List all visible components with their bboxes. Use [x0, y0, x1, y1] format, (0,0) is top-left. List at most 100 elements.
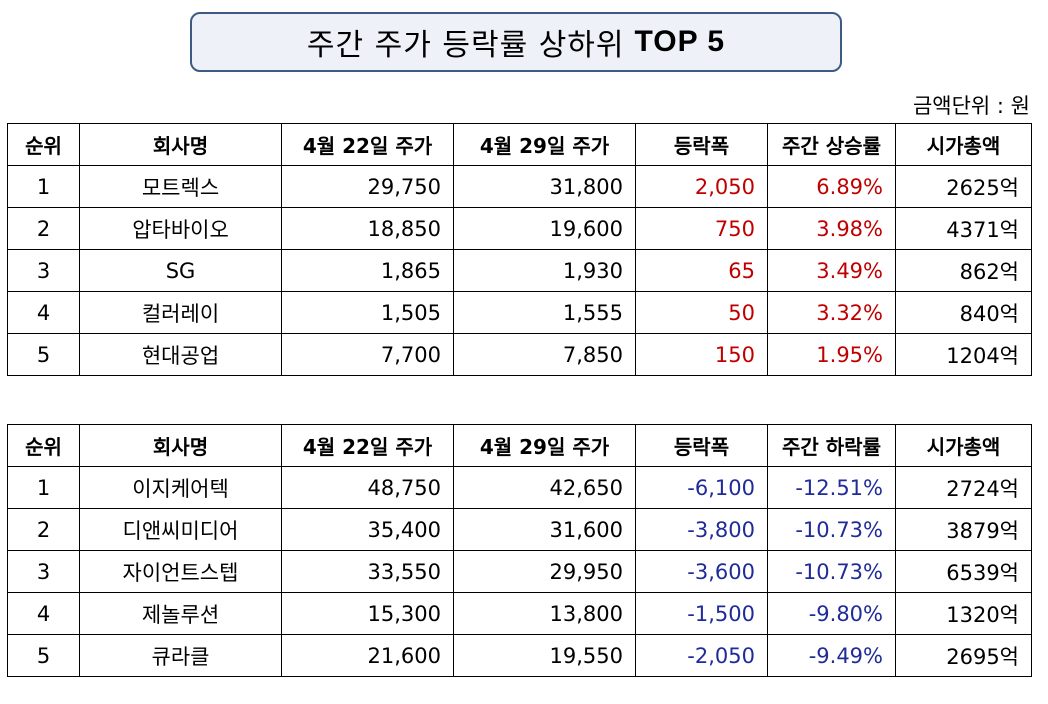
price-cell: 7,700 — [281, 333, 454, 376]
company-cell: 이지케어텍 — [79, 466, 282, 509]
market-cap-cell: 6539억 — [895, 550, 1032, 593]
header-rank: 순위 — [7, 123, 80, 166]
header-row: 순위 회사명 4월 22일 주가 4월 29일 주가 등락폭 주간 하락률 시가… — [7, 424, 1032, 467]
price-cell: 1,865 — [281, 249, 454, 292]
table-row: 5 현대공업 7,700 7,850 150 1.95% 1204억 — [7, 333, 1032, 376]
market-cap-cell: 840억 — [895, 291, 1032, 334]
header-market-cap: 시가총액 — [895, 424, 1032, 467]
company-cell: 압타바이오 — [79, 207, 282, 250]
rate-cell: -10.73% — [767, 508, 896, 551]
header-price-apr29: 4월 29일 주가 — [453, 123, 636, 166]
price-cell: 18,850 — [281, 207, 454, 250]
company-cell: 모트렉스 — [79, 165, 282, 208]
market-cap-cell: 3879억 — [895, 508, 1032, 551]
losers-table: 순위 회사명 4월 22일 주가 4월 29일 주가 등락폭 주간 하락률 시가… — [7, 424, 1032, 677]
company-cell: 제놀루션 — [79, 592, 282, 635]
price-cell: 29,950 — [453, 550, 636, 593]
header-rank: 순위 — [7, 424, 80, 467]
company-cell: 디앤씨미디어 — [79, 508, 282, 551]
rank-cell: 3 — [7, 249, 80, 292]
price-cell: 21,600 — [281, 634, 454, 677]
rank-cell: 5 — [7, 333, 80, 376]
rate-cell: -9.49% — [767, 634, 896, 677]
company-cell: 자이언트스텝 — [79, 550, 282, 593]
rate-cell: 1.95% — [767, 333, 896, 376]
rank-cell: 1 — [7, 466, 80, 509]
company-cell: 현대공업 — [79, 333, 282, 376]
company-cell: 컬러레이 — [79, 291, 282, 334]
table-row: 3 자이언트스텝 33,550 29,950 -3,600 -10.73% 65… — [7, 550, 1032, 593]
rate-cell: 3.32% — [767, 291, 896, 334]
rate-cell: 3.49% — [767, 249, 896, 292]
header-market-cap: 시가총액 — [895, 123, 1032, 166]
table-row: 1 모트렉스 29,750 31,800 2,050 6.89% 2625억 — [7, 165, 1032, 208]
market-cap-cell: 2625억 — [895, 165, 1032, 208]
change-cell: -3,800 — [635, 508, 768, 551]
rank-cell: 4 — [7, 592, 80, 635]
header-price-apr22: 4월 22일 주가 — [281, 424, 454, 467]
market-cap-cell: 1204억 — [895, 333, 1032, 376]
table-row: 4 컬러레이 1,505 1,555 50 3.32% 840억 — [7, 291, 1032, 334]
price-cell: 31,600 — [453, 508, 636, 551]
rank-cell: 1 — [7, 165, 80, 208]
price-cell: 19,550 — [453, 634, 636, 677]
price-cell: 33,550 — [281, 550, 454, 593]
change-cell: 750 — [635, 207, 768, 250]
rank-cell: 2 — [7, 207, 80, 250]
header-rate: 주간 상승률 — [767, 123, 896, 166]
header-price-apr29: 4월 29일 주가 — [453, 424, 636, 467]
price-cell: 19,600 — [453, 207, 636, 250]
company-cell: SG — [79, 249, 282, 292]
change-cell: 2,050 — [635, 165, 768, 208]
price-cell: 48,750 — [281, 466, 454, 509]
rate-cell: -10.73% — [767, 550, 896, 593]
price-cell: 1,505 — [281, 291, 454, 334]
price-cell: 15,300 — [281, 592, 454, 635]
header-price-apr22: 4월 22일 주가 — [281, 123, 454, 166]
change-cell: 50 — [635, 291, 768, 334]
change-cell: -1,500 — [635, 592, 768, 635]
market-cap-cell: 4371억 — [895, 207, 1032, 250]
price-cell: 1,555 — [453, 291, 636, 334]
table-row: 2 디앤씨미디어 35,400 31,600 -3,800 -10.73% 38… — [7, 508, 1032, 551]
change-cell: -2,050 — [635, 634, 768, 677]
rank-cell: 2 — [7, 508, 80, 551]
table-row: 5 큐라클 21,600 19,550 -2,050 -9.49% 2695억 — [7, 634, 1032, 677]
change-cell: -3,600 — [635, 550, 768, 593]
price-cell: 7,850 — [453, 333, 636, 376]
price-cell: 1,930 — [453, 249, 636, 292]
market-cap-cell: 2695억 — [895, 634, 1032, 677]
page-title: 주간 주가 등락률 상하위 TOP 5 — [190, 12, 842, 72]
change-cell: 150 — [635, 333, 768, 376]
rank-cell: 3 — [7, 550, 80, 593]
header-change: 등락폭 — [635, 424, 768, 467]
rate-cell: -12.51% — [767, 466, 896, 509]
gainers-table: 순위 회사명 4월 22일 주가 4월 29일 주가 등락폭 주간 상승률 시가… — [7, 123, 1032, 376]
market-cap-cell: 2724억 — [895, 466, 1032, 509]
rank-cell: 5 — [7, 634, 80, 677]
company-cell: 큐라클 — [79, 634, 282, 677]
header-change: 등락폭 — [635, 123, 768, 166]
unit-label: 금액단위 : 원 — [912, 94, 1030, 118]
header-company: 회사명 — [79, 424, 282, 467]
table-row: 3 SG 1,865 1,930 65 3.49% 862억 — [7, 249, 1032, 292]
price-cell: 35,400 — [281, 508, 454, 551]
rank-cell: 4 — [7, 291, 80, 334]
rate-cell: 6.89% — [767, 165, 896, 208]
price-cell: 29,750 — [281, 165, 454, 208]
header-rate: 주간 하락률 — [767, 424, 896, 467]
price-cell: 31,800 — [453, 165, 636, 208]
rate-cell: -9.80% — [767, 592, 896, 635]
table-row: 1 이지케어텍 48,750 42,650 -6,100 -12.51% 272… — [7, 466, 1032, 509]
price-cell: 42,650 — [453, 466, 636, 509]
price-cell: 13,800 — [453, 592, 636, 635]
header-company: 회사명 — [79, 123, 282, 166]
title-english: TOP 5 — [634, 25, 726, 58]
rate-cell: 3.98% — [767, 207, 896, 250]
table-row: 4 제놀루션 15,300 13,800 -1,500 -9.80% 1320억 — [7, 592, 1032, 635]
title-korean: 주간 주가 등락률 상하위 — [306, 28, 625, 63]
market-cap-cell: 862억 — [895, 249, 1032, 292]
table-row: 2 압타바이오 18,850 19,600 750 3.98% 4371억 — [7, 207, 1032, 250]
header-row: 순위 회사명 4월 22일 주가 4월 29일 주가 등락폭 주간 상승률 시가… — [7, 123, 1032, 166]
change-cell: 65 — [635, 249, 768, 292]
